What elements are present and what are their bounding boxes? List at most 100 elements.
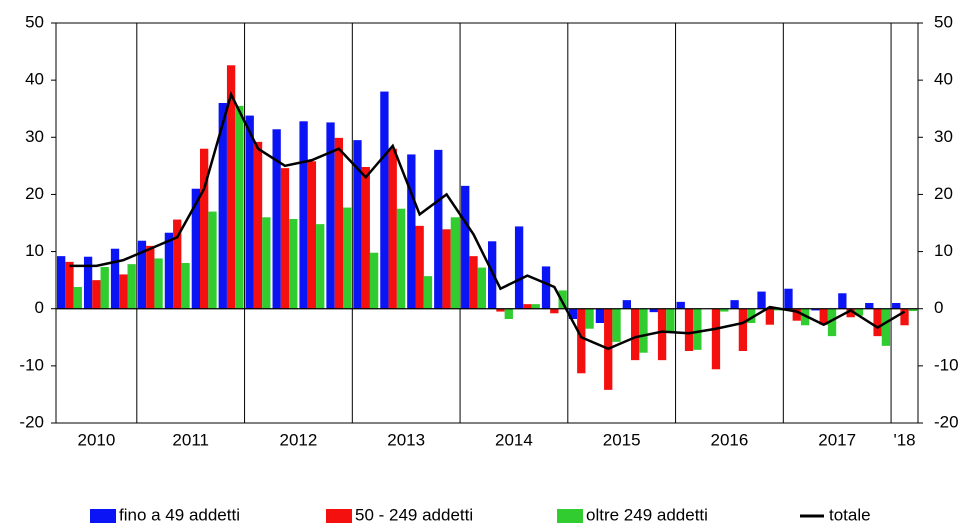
y-tick-label: 10 bbox=[25, 241, 44, 260]
line bbox=[69, 90, 906, 351]
bar bbox=[676, 301, 685, 309]
bar bbox=[595, 308, 605, 323]
y2-tick-label: -20 bbox=[934, 412, 959, 431]
bar bbox=[119, 274, 128, 309]
legend-label: fino a 49 addetti bbox=[119, 505, 240, 524]
legend-label: totale bbox=[829, 505, 871, 524]
bar bbox=[181, 263, 190, 309]
legend-label: oltre 249 addetti bbox=[586, 505, 708, 524]
y2-tick-label: 40 bbox=[934, 70, 953, 89]
bar bbox=[865, 303, 874, 309]
bar bbox=[83, 256, 93, 309]
bar bbox=[434, 149, 443, 309]
bar bbox=[415, 225, 424, 309]
y-tick-label: 40 bbox=[25, 70, 44, 89]
x-tick-label: 2011 bbox=[172, 430, 209, 449]
bar bbox=[137, 240, 147, 309]
bar bbox=[881, 308, 891, 346]
bar bbox=[307, 161, 317, 309]
legend-swatch bbox=[90, 509, 116, 523]
x-tick-label: 2010 bbox=[77, 430, 115, 449]
bar bbox=[280, 168, 290, 309]
bar bbox=[827, 308, 837, 337]
bar bbox=[784, 288, 793, 309]
bar bbox=[846, 308, 855, 318]
bar bbox=[892, 303, 901, 309]
bar bbox=[57, 256, 66, 309]
bar bbox=[334, 137, 343, 309]
bar bbox=[819, 308, 828, 325]
legend-swatch bbox=[326, 509, 352, 523]
bar bbox=[523, 304, 532, 309]
bar bbox=[380, 91, 389, 309]
bar bbox=[792, 308, 801, 321]
bar bbox=[469, 256, 478, 309]
bar bbox=[568, 308, 578, 319]
bar bbox=[612, 308, 621, 342]
bar bbox=[747, 308, 756, 323]
bar bbox=[531, 304, 540, 309]
bar bbox=[711, 308, 721, 370]
bar bbox=[558, 290, 567, 309]
bar bbox=[253, 141, 263, 309]
y2-tick-label: -10 bbox=[934, 355, 959, 374]
bar bbox=[245, 115, 254, 309]
bar bbox=[873, 308, 882, 337]
bar bbox=[838, 293, 847, 309]
bar bbox=[200, 148, 209, 309]
bar bbox=[73, 287, 82, 309]
bar bbox=[765, 308, 774, 325]
bar bbox=[208, 211, 217, 309]
bar bbox=[504, 308, 513, 319]
bar bbox=[407, 154, 416, 309]
bar bbox=[92, 280, 101, 309]
bar bbox=[423, 276, 433, 309]
bar bbox=[496, 308, 505, 312]
bar bbox=[738, 308, 748, 351]
bar bbox=[657, 308, 667, 361]
bar bbox=[388, 148, 397, 309]
bar bbox=[262, 217, 271, 309]
y-tick-label: 30 bbox=[25, 127, 44, 146]
bar bbox=[100, 267, 109, 309]
bar bbox=[757, 291, 766, 309]
bar bbox=[361, 167, 370, 309]
bar bbox=[811, 308, 820, 311]
bar bbox=[173, 219, 182, 309]
bar bbox=[730, 300, 739, 309]
bar bbox=[353, 140, 362, 309]
bar bbox=[65, 261, 74, 309]
bar bbox=[666, 308, 675, 332]
bar bbox=[631, 308, 640, 361]
bar bbox=[577, 308, 586, 374]
bar bbox=[684, 308, 694, 351]
x-tick-label: 2012 bbox=[280, 430, 318, 449]
bar bbox=[326, 122, 335, 309]
y-tick-label: 0 bbox=[35, 298, 44, 317]
bar bbox=[316, 224, 325, 309]
bar bbox=[289, 219, 298, 309]
bar bbox=[649, 308, 658, 313]
bar bbox=[541, 266, 551, 309]
y2-tick-label: 10 bbox=[934, 241, 953, 260]
bar bbox=[146, 245, 155, 309]
legend-swatch bbox=[557, 509, 583, 523]
bar bbox=[585, 308, 594, 329]
bar bbox=[110, 248, 120, 309]
bar bbox=[488, 241, 497, 309]
legend-label: 50 - 249 addetti bbox=[355, 505, 473, 524]
y-tick-label: -20 bbox=[19, 412, 44, 431]
y2-tick-label: 20 bbox=[934, 184, 953, 203]
x-tick-label: 2013 bbox=[387, 430, 425, 449]
bar bbox=[900, 308, 909, 326]
bar bbox=[693, 308, 702, 350]
x-tick-label: 2016 bbox=[711, 430, 749, 449]
bar bbox=[622, 300, 631, 309]
bar bbox=[191, 188, 200, 309]
bar bbox=[218, 103, 227, 309]
bar bbox=[461, 185, 470, 309]
bar bbox=[164, 232, 174, 309]
bar bbox=[154, 258, 163, 309]
y2-tick-label: 30 bbox=[934, 127, 953, 146]
